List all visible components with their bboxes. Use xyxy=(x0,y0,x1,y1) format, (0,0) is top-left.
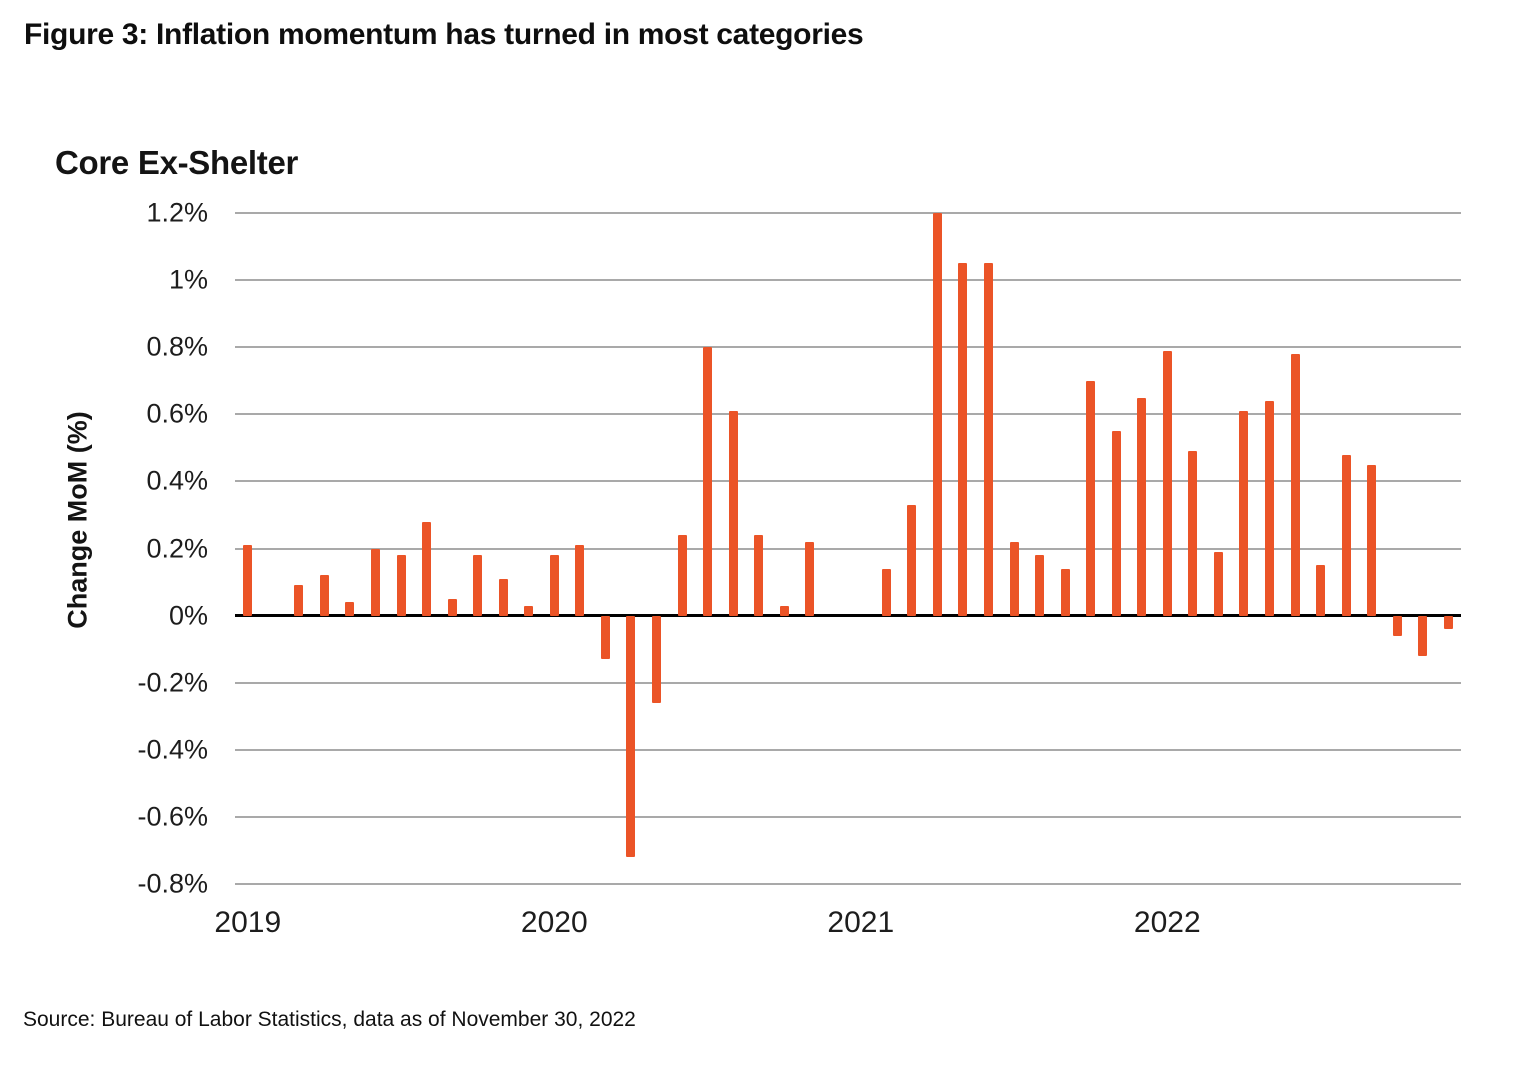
y-tick-label: 0% xyxy=(168,600,208,631)
bar-2019-09 xyxy=(447,598,457,616)
bar-2019-12 xyxy=(524,605,534,616)
bar-2019-01 xyxy=(243,545,253,616)
bar-2022-08 xyxy=(1341,454,1351,616)
bar-2020-10 xyxy=(779,605,789,616)
plot-area xyxy=(235,212,1461,885)
y-tick-label: 0.2% xyxy=(146,533,208,563)
bar-2019-08 xyxy=(422,521,432,616)
y-tick-label: -0.6% xyxy=(137,801,208,832)
bar-2022-10 xyxy=(1392,615,1402,636)
bar-2021-02 xyxy=(881,568,891,616)
gridline xyxy=(235,279,1461,282)
bar-2020-07 xyxy=(703,347,712,616)
x-tick-label-2022: 2022 xyxy=(1133,906,1201,939)
y-tick-label: 0.8% xyxy=(146,331,208,362)
y-tick-label: -0.2% xyxy=(137,667,208,698)
y-tick-label: -0.4% xyxy=(137,734,208,765)
bar-2022-11 xyxy=(1418,615,1428,656)
bar-2022-12 xyxy=(1443,615,1453,629)
y-tick-label: 0.4% xyxy=(146,465,208,496)
y-tick-label: 1.2% xyxy=(146,197,208,228)
bar-2021-10 xyxy=(1086,380,1096,616)
gridline xyxy=(235,681,1461,684)
bar-2020-03 xyxy=(600,615,610,660)
bar-2021-09 xyxy=(1060,568,1070,616)
gridline xyxy=(235,413,1461,416)
bar-2019-04 xyxy=(319,575,329,616)
bar-2021-03 xyxy=(907,504,917,616)
bar-2022-01 xyxy=(1162,350,1172,616)
gridline xyxy=(235,815,1461,818)
bar-2021-04 xyxy=(932,213,942,616)
source-note: Source: Bureau of Labor Statistics, data… xyxy=(23,1008,636,1031)
bar-2019-05 xyxy=(345,602,355,616)
y-tick-label: 0.6% xyxy=(146,398,208,429)
bar-2021-06 xyxy=(984,263,993,616)
figure-title: Figure 3: Inflation momentum has turned … xyxy=(24,18,864,51)
bar-2019-10 xyxy=(473,555,483,616)
bar-2021-11 xyxy=(1111,431,1121,616)
bar-2020-08 xyxy=(728,410,738,616)
bar-2020-04 xyxy=(626,615,636,858)
bar-2020-01 xyxy=(549,555,559,616)
gridline xyxy=(235,346,1461,349)
bar-2022-07 xyxy=(1316,565,1325,616)
bar-2021-08 xyxy=(1035,555,1045,616)
bar-2020-02 xyxy=(575,545,585,616)
gridline xyxy=(235,212,1461,214)
bar-2022-04 xyxy=(1239,410,1249,616)
bar-2020-09 xyxy=(754,535,764,616)
gridline xyxy=(235,547,1461,550)
bar-2019-06 xyxy=(371,548,380,616)
gridline xyxy=(235,883,1461,885)
bar-2020-06 xyxy=(677,535,687,616)
x-tick-label-2020: 2020 xyxy=(520,906,588,939)
bar-2021-12 xyxy=(1137,397,1147,616)
bar-2021-05 xyxy=(958,263,968,616)
gridline xyxy=(235,748,1461,751)
bar-2020-11 xyxy=(805,541,815,616)
bar-2022-05 xyxy=(1264,400,1274,616)
bar-2021-07 xyxy=(1009,541,1019,616)
x-tick-label-2019: 2019 xyxy=(214,906,282,939)
bar-2019-03 xyxy=(294,585,304,616)
x-tick-label-2021: 2021 xyxy=(827,906,895,939)
x-axis-ticks: 2019 2020 2021 2022 xyxy=(214,906,1461,950)
bar-2019-07 xyxy=(396,555,406,616)
zero-baseline xyxy=(235,614,1461,618)
bar-2022-02 xyxy=(1188,451,1198,616)
bar-2022-09 xyxy=(1367,464,1377,616)
bar-2019-11 xyxy=(498,578,508,616)
bar-2020-05 xyxy=(651,615,661,703)
y-tick-label: -0.8% xyxy=(137,868,208,899)
gridline xyxy=(235,480,1461,483)
bar-2022-06 xyxy=(1290,353,1300,616)
y-tick-label: 1% xyxy=(168,264,208,295)
y-axis-ticks: 1.2% 1% 0.8% 0.6% 0.4% 0.2% 0% -0.2% -0.4% -0.6% -… xyxy=(0,198,208,899)
chart-title: Core Ex-Shelter xyxy=(55,144,299,181)
bar-2022-03 xyxy=(1213,551,1223,616)
